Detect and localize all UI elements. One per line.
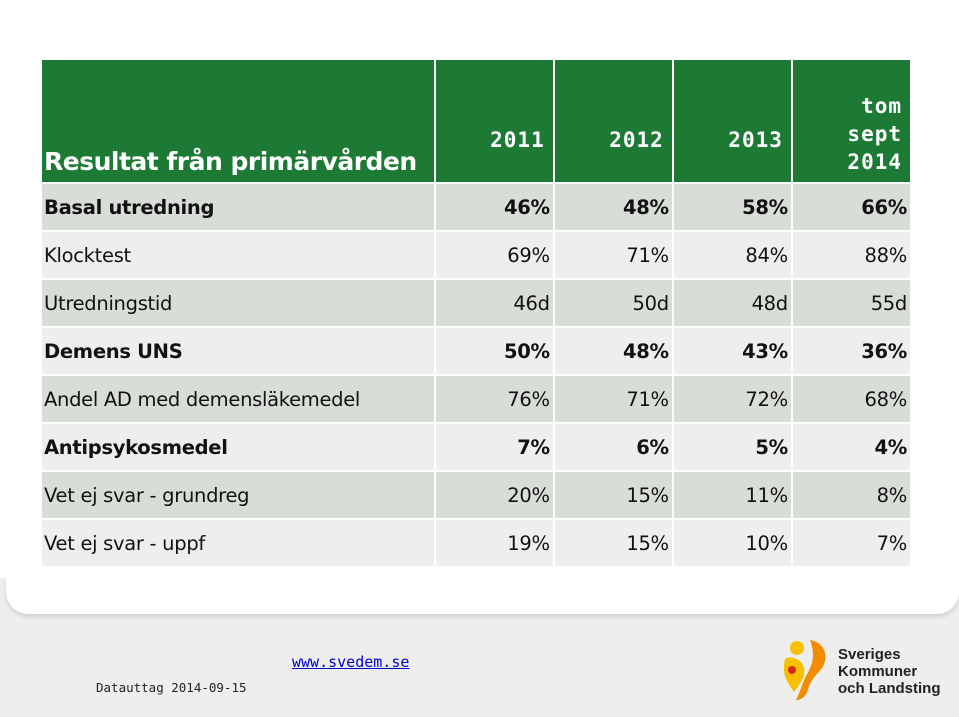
row-value: 46d (435, 280, 553, 326)
skl-logo: Sveriges Kommuner och Landsting (780, 636, 950, 702)
row-label: Basal utredning (42, 184, 434, 230)
table-row: Klocktest 69% 71% 84% 88% (42, 232, 910, 278)
row-value: 48% (554, 328, 672, 374)
table-body: Basal utredning 46% 48% 58% 66% Klocktest 69% 7… (42, 184, 910, 566)
row-value: 43% (673, 328, 791, 374)
table-row: Vet ej svar - grundreg 20% 15% 11% 8% (42, 472, 910, 518)
row-label: Klocktest (42, 232, 434, 278)
year-2014-line-3: 2014 (847, 150, 902, 174)
row-value: 11% (673, 472, 791, 518)
table-row: Antipsykosmedel 7% 6% 5% 4% (42, 424, 910, 470)
row-value: 10% (673, 520, 791, 566)
row-label: Andel AD med demensläkemedel (42, 376, 434, 422)
row-label: Utredningstid (42, 280, 434, 326)
data-extract-date: Datauttag 2014-09-15 (96, 680, 247, 695)
row-value: 46% (435, 184, 553, 230)
row-value: 50% (435, 328, 553, 374)
year-2014-line-2: sept (847, 122, 902, 146)
row-value: 36% (792, 328, 910, 374)
row-value: 5% (673, 424, 791, 470)
year-2012-header: 2012 (554, 60, 672, 182)
table-title: Resultat från primärvården (42, 60, 434, 182)
row-label: Vet ej svar - uppf (42, 520, 434, 566)
row-value: 15% (554, 472, 672, 518)
row-value: 76% (435, 376, 553, 422)
row-value: 69% (435, 232, 553, 278)
row-value: 19% (435, 520, 553, 566)
row-label: Vet ej svar - grundreg (42, 472, 434, 518)
row-label: Demens UNS (42, 328, 434, 374)
row-value: 88% (792, 232, 910, 278)
row-value: 50d (554, 280, 672, 326)
skl-logo-text: Sveriges Kommuner och Landsting (838, 646, 941, 697)
results-table: Resultat från primärvården 2011 2012 201… (40, 58, 912, 568)
year-2011-header: 2011 (435, 60, 553, 182)
skl-figure-icon (784, 640, 826, 700)
row-value: 7% (435, 424, 553, 470)
row-value: 71% (554, 376, 672, 422)
logo-line-3: och Landsting (838, 680, 941, 697)
row-value: 48% (554, 184, 672, 230)
row-value: 66% (792, 184, 910, 230)
logo-line-2: Kommuner (838, 663, 918, 680)
table-row: Demens UNS 50% 48% 43% 36% (42, 328, 910, 374)
row-value: 72% (673, 376, 791, 422)
table-header-row: Resultat från primärvården 2011 2012 201… (42, 60, 910, 182)
footer-card (6, 578, 959, 614)
row-value: 7% (792, 520, 910, 566)
year-2013-header: 2013 (673, 60, 791, 182)
table-row: Utredningstid 46d 50d 48d 55d (42, 280, 910, 326)
svedem-link[interactable]: www.svedem.se (292, 653, 410, 671)
table-row: Andel AD med demensläkemedel 76% 71% 72% 68% (42, 376, 910, 422)
year-2014-line-1: tom (861, 94, 902, 118)
row-value: 55d (792, 280, 910, 326)
row-value: 4% (792, 424, 910, 470)
row-label: Antipsykosmedel (42, 424, 434, 470)
logo-line-1: Sveriges (838, 646, 901, 663)
row-value: 8% (792, 472, 910, 518)
year-2014-header: tom sept 2014 (792, 60, 910, 182)
row-value: 48d (673, 280, 791, 326)
row-value: 84% (673, 232, 791, 278)
results-table-container: Resultat från primärvården 2011 2012 201… (40, 58, 912, 568)
row-value: 71% (554, 232, 672, 278)
row-value: 58% (673, 184, 791, 230)
table-row: Basal utredning 46% 48% 58% 66% (42, 184, 910, 230)
row-value: 68% (792, 376, 910, 422)
row-value: 20% (435, 472, 553, 518)
row-value: 15% (554, 520, 672, 566)
table-row: Vet ej svar - uppf 19% 15% 10% 7% (42, 520, 910, 566)
row-value: 6% (554, 424, 672, 470)
